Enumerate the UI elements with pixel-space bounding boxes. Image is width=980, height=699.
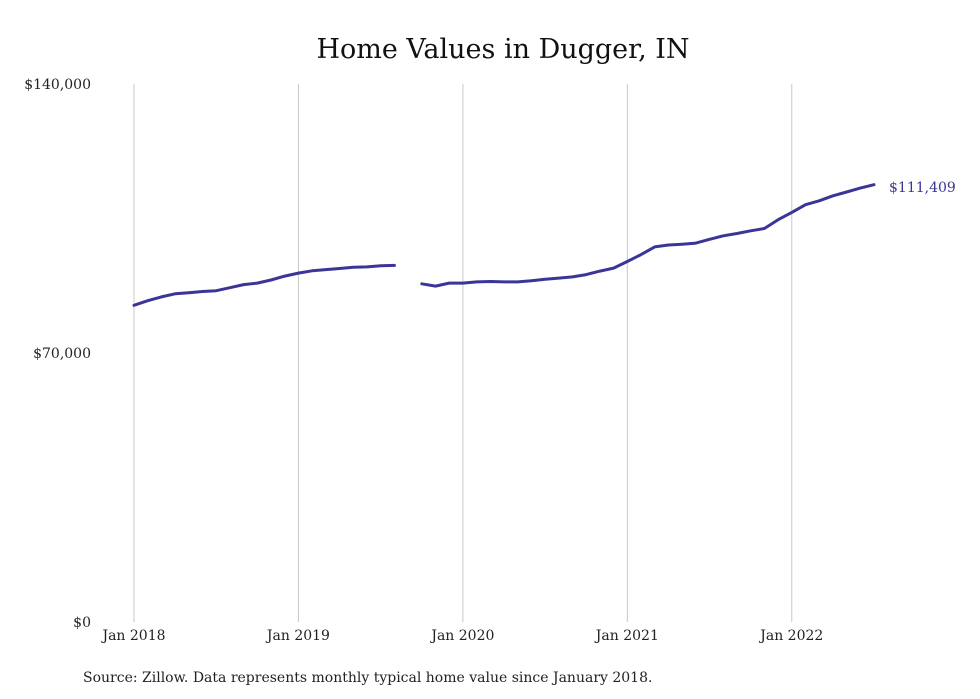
series-line-segment <box>420 183 876 288</box>
x-tick-label: Jan 2022 <box>758 628 823 644</box>
x-tick-label: Jan 2021 <box>594 628 659 644</box>
source-note: Source: Zillow. Data represents monthly … <box>83 670 652 686</box>
series-line-segment <box>132 263 396 307</box>
x-tick-label: Jan 2019 <box>265 628 330 644</box>
series-line-layer <box>132 183 876 307</box>
x-tick-label: Jan 2018 <box>100 628 165 644</box>
x-tick-label: Jan 2020 <box>429 628 494 644</box>
end-value-label: $111,409 <box>889 180 956 196</box>
y-tick-label: $0 <box>73 615 91 631</box>
x-axis-ticks: Jan 2018 Jan 2019 Jan 2020 Jan 2021 Jan 2022 <box>100 628 823 644</box>
y-axis-ticks: $140,000 $70,000 $0 <box>24 77 91 631</box>
grid-layer <box>133 84 793 622</box>
y-tick-label: $140,000 <box>24 77 91 93</box>
chart-title: Home Values in Dugger, IN <box>316 34 689 65</box>
y-tick-label: $70,000 <box>33 346 91 362</box>
